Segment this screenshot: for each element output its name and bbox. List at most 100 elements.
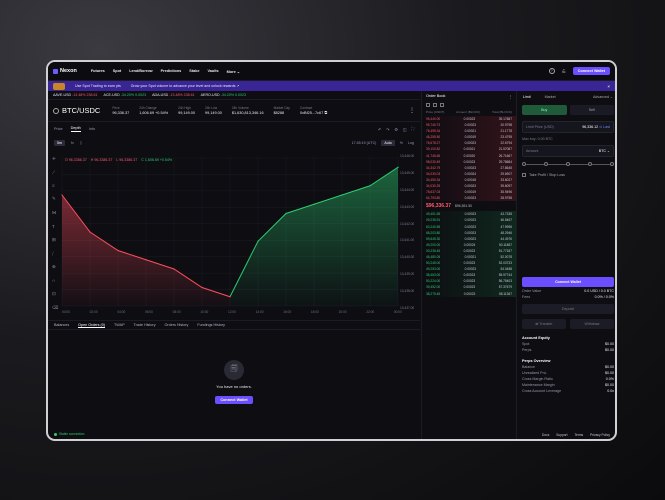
more-icon[interactable]: ⋮	[508, 95, 512, 99]
bids-only-icon[interactable]	[433, 103, 437, 107]
order-book-row[interactable]: 41,746.65 0.00020 26.71667	[422, 152, 516, 159]
order-book-row[interactable]: 46,255.50 0.00019 23.4795	[422, 134, 516, 141]
order-book-row[interactable]: 34,030.25 0.00023 39.6097	[422, 183, 516, 190]
nav-stake[interactable]: Stake	[189, 68, 200, 73]
order-book-row[interactable]: 39,452.00 0.00023 57.37679	[422, 284, 516, 291]
percent-toggle[interactable]: %	[399, 141, 403, 145]
trash-icon[interactable]: ⌫	[52, 305, 59, 310]
order-book-row[interactable]: 34,450.34 0.00018 33.6027	[422, 176, 516, 184]
order-book-row[interactable]: 34,030.03 0.00024 29.6907	[422, 170, 516, 177]
tab-info[interactable]: Info	[88, 127, 96, 131]
horizontal-line-icon[interactable]: ≡	[52, 183, 55, 188]
order-book-row[interactable]: 38,275.45 0.00023 58.11367	[422, 290, 516, 297]
depth-chart[interactable]	[48, 148, 420, 320]
amount-unit-select[interactable]: BTC ⌄	[598, 149, 610, 153]
order-book-row[interactable]: 09,235.91 0.00023 46.5467	[422, 217, 516, 224]
measure-icon[interactable]: ⊞	[52, 237, 56, 242]
more-icon[interactable]: ⋮	[409, 108, 415, 114]
connect-wallet-button[interactable]: Connect Wallet	[215, 396, 253, 404]
tab-depth[interactable]: Depth	[70, 126, 81, 132]
footer-terms[interactable]: Terms	[574, 433, 584, 437]
tab-trade-history[interactable]: Trade History	[133, 323, 156, 327]
tab-twap[interactable]: TWAP	[114, 323, 125, 327]
footer-docs[interactable]: Docs	[542, 433, 550, 437]
sell-button[interactable]: Sell	[569, 105, 614, 115]
nav-predictions[interactable]: Predictions	[160, 68, 182, 73]
stat-contract[interactable]: Contract 0xBf25...7c67 ⧉	[300, 106, 328, 115]
order-book-row[interactable]: 76,495.34 0.00021 21.1778	[422, 128, 516, 135]
nav-vaults[interactable]: Vaults	[207, 68, 219, 73]
order-book-row[interactable]: 50,224.00 0.00023 56.75403	[422, 278, 516, 285]
amount-field[interactable]: Amount BTC ⌄	[522, 145, 614, 157]
interval-select[interactable]: 5m	[54, 140, 65, 146]
order-book-row[interactable]: 49,253.00 0.00023 54.0488	[422, 266, 516, 273]
asks-only-icon[interactable]	[440, 103, 444, 107]
order-book-row[interactable]: 95,440.00 0.00023 39.17687	[422, 116, 516, 123]
nav-lend-borrow[interactable]: Lend/Borrow	[129, 68, 153, 73]
order-book-row[interactable]: 95,740.73 0.00023 20.9798	[422, 122, 516, 129]
withdraw-button[interactable]: Withdraw	[570, 319, 614, 329]
order-book-row[interactable]: 49,200.00 0.00024 50.11867	[422, 241, 516, 248]
redo-icon[interactable]: ↷	[386, 127, 390, 132]
tab-open-orders[interactable]: Open Orders (0)	[78, 322, 106, 328]
logo[interactable]: Nexon	[53, 68, 77, 74]
magnet-icon[interactable]: ∩	[52, 278, 56, 283]
order-book-row[interactable]: 76,678.27 0.00023 22.6794	[422, 140, 516, 147]
undo-icon[interactable]: ↶	[377, 127, 382, 132]
order-book-row[interactable]: 49,451.55 0.00023 43.7335	[422, 211, 516, 218]
nav-spot[interactable]: Spot	[112, 68, 122, 73]
order-book-row[interactable]: 64,793.80 0.00023 28.9758	[422, 195, 516, 202]
order-book-row[interactable]: 00,235.45 0.00023 51.77187	[422, 247, 516, 254]
order-book-row[interactable]: 34,342.79 0.00023 27.8645	[422, 164, 516, 171]
tab-limit[interactable]: Limit	[523, 95, 531, 99]
pair-selector[interactable]: BTC/USDC	[53, 106, 100, 115]
trendline-icon[interactable]: ⟋	[52, 170, 56, 175]
tab-advanced[interactable]: Advanced ⌄	[593, 95, 613, 99]
nav-more[interactable]: More ⌄	[226, 69, 240, 74]
tab-balances[interactable]: Balances	[54, 323, 70, 327]
ticker-item[interactable]: AERO-USD -34.20% 0.0023	[200, 93, 247, 97]
banner-center-link[interactable]: Grow your Spot volume to advance your le…	[130, 84, 240, 88]
help-icon[interactable]: ?	[548, 68, 555, 74]
auto-scale-toggle[interactable]: Auto	[381, 140, 395, 146]
limit-price-field[interactable]: Limit Price (USD) 96,336.12 ⊙ Last	[522, 121, 614, 133]
lock-icon[interactable]: ⊡	[52, 291, 56, 296]
candles-icon[interactable]: ▯	[79, 141, 82, 145]
close-icon[interactable]: ×	[607, 83, 610, 89]
tab-market[interactable]: Market	[544, 95, 556, 99]
order-book-row[interactable]: 68,203.80 0.00023 48.2946	[422, 229, 516, 236]
tab-price[interactable]: Price	[54, 127, 63, 131]
ruler-icon[interactable]: ⧸	[52, 251, 54, 256]
pattern-icon[interactable]: ⋈	[52, 210, 57, 215]
ticker-item[interactable]: AAVE-USD -13.48% 238.61	[53, 93, 98, 97]
connect-wallet-button[interactable]: Connect Wallet	[572, 67, 610, 75]
tpsl-checkbox[interactable]: Take Profit / Stop Loss	[522, 173, 614, 177]
ticker-item[interactable]: ADA-USD -13.48% 238.61	[152, 93, 195, 97]
order-book-row[interactable]: 60,240.55 0.00023 47.9996	[422, 223, 516, 230]
order-book-row[interactable]: 46,480.05 0.00021 52.0078	[422, 253, 516, 261]
camera-icon[interactable]: ◫	[402, 127, 407, 132]
tab-fundings-history[interactable]: Fundings History	[197, 323, 225, 327]
order-book-row[interactable]: 38,463.00 0.00023 55.97744	[422, 272, 516, 279]
connect-wallet-button[interactable]: Connect Wallet	[522, 277, 614, 287]
ticker-item[interactable]: ACE-USD -34.20% 0.0023	[103, 93, 147, 97]
order-book-row[interactable]: 78,637.03 0.00019 35.9496	[422, 189, 516, 196]
tab-orders-history[interactable]: Orders History	[164, 323, 189, 327]
both-sides-icon[interactable]	[426, 103, 430, 107]
order-book-row[interactable]: 59,645.30 0.00023 44.4976	[422, 235, 516, 242]
chart-settings-icon[interactable]: ⚙	[394, 127, 398, 132]
deposit-button[interactable]: Deposit	[522, 304, 614, 314]
nav-futures[interactable]: Futures	[90, 68, 105, 73]
transfer-button[interactable]: ⇄ Transfer	[522, 319, 566, 329]
log-toggle[interactable]: Log	[408, 141, 414, 145]
bell-icon[interactable]: 🔔︎	[561, 69, 566, 73]
footer-privacy[interactable]: Privacy Policy	[590, 433, 610, 437]
amount-slider[interactable]	[522, 162, 614, 168]
fullscreen-icon[interactable]: ⛶	[411, 126, 414, 131]
order-book-row[interactable]: 50,245.00 0.00023 52.03733	[422, 260, 516, 267]
brush-icon[interactable]: ✎	[52, 196, 56, 201]
buy-button[interactable]: Buy	[522, 105, 567, 115]
footer-support[interactable]: Support	[556, 433, 568, 437]
zoom-icon[interactable]: ⊕	[52, 264, 56, 269]
indicators-button[interactable]: fx	[71, 141, 74, 145]
